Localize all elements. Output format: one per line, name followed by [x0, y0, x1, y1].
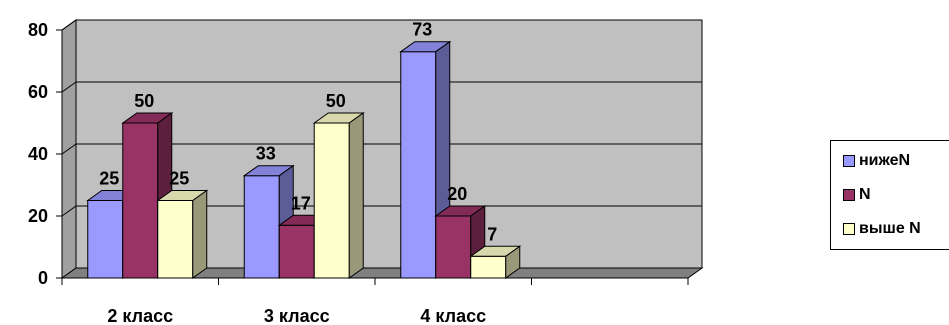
- bar-front: [87, 200, 124, 279]
- data-label: 73: [412, 20, 432, 40]
- data-label: 25: [169, 169, 189, 189]
- legend: нижеN N выше N: [830, 140, 949, 250]
- bar-front: [313, 122, 350, 279]
- bar-side: [348, 112, 364, 279]
- data-label: 50: [326, 91, 346, 111]
- legend-swatch: [843, 155, 855, 167]
- gridline-diag: [61, 205, 77, 217]
- legend-label: нижеN: [859, 152, 911, 169]
- legend-item-below-n: нижеN: [843, 151, 910, 171]
- bar: [312, 112, 365, 279]
- data-label: 20: [447, 184, 467, 204]
- data-label: 7: [487, 224, 497, 244]
- bar-side: [192, 189, 208, 279]
- gridlines: [61, 19, 702, 217]
- gridline-diag: [61, 143, 77, 155]
- legend-item-n: N: [843, 185, 871, 205]
- y-tick-label: 0: [38, 268, 48, 288]
- bar-front: [435, 215, 472, 279]
- data-label: 17: [291, 193, 311, 213]
- legend-swatch: [843, 189, 855, 201]
- y-tick-labels: 0 20 40 60 80: [28, 20, 48, 288]
- data-label: 50: [134, 91, 154, 111]
- gridline-diag: [61, 19, 77, 31]
- y-tick-label: 40: [28, 144, 48, 164]
- data-label: 33: [256, 144, 276, 164]
- bar: [469, 245, 522, 279]
- data-label: 25: [99, 169, 119, 189]
- legend-item-above-n: выше N: [843, 219, 921, 239]
- bar-front: [470, 255, 507, 279]
- x-tick-labels: 2 класс 3 класс 4 класс: [107, 306, 486, 325]
- legend-label: N: [859, 186, 871, 203]
- bar: [156, 189, 209, 279]
- bar-front: [243, 175, 280, 279]
- x-tick-label: 2 класс: [107, 306, 173, 325]
- bar-side: [505, 245, 521, 279]
- bar-front: [400, 51, 437, 279]
- legend-label: выше N: [859, 220, 921, 237]
- x-tick-label: 3 класс: [264, 306, 330, 325]
- bar-front: [278, 224, 315, 279]
- y-tick-label: 20: [28, 206, 48, 226]
- gridline-diag: [61, 81, 77, 93]
- y-tick-label: 80: [28, 20, 48, 40]
- x-tick-label: 4 класс: [420, 306, 486, 325]
- y-tick-label: 60: [28, 82, 48, 102]
- bar-front: [122, 122, 159, 279]
- legend-swatch: [843, 223, 855, 235]
- bar-front: [157, 200, 194, 279]
- bars: [86, 40, 522, 279]
- data-labels: 25 50 25 33 17 50 73 20 7: [99, 20, 497, 245]
